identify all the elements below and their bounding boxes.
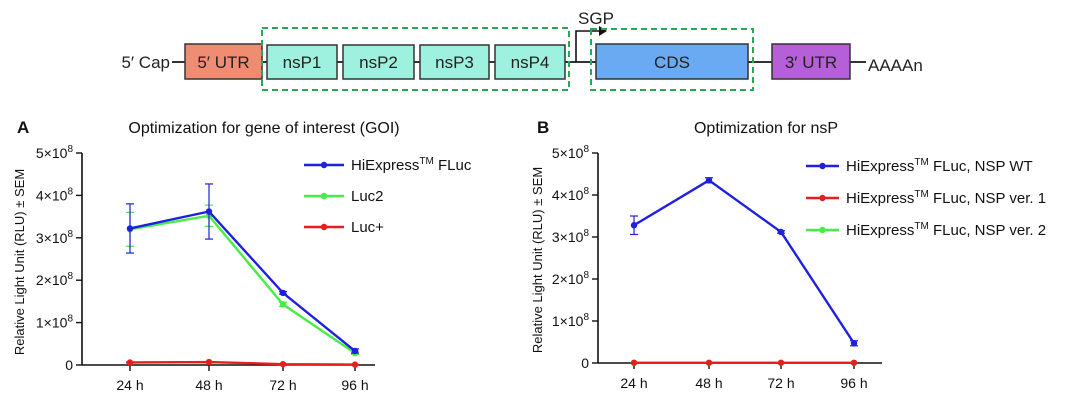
series-luc- — [126, 358, 359, 368]
nsp4-label: nsP4 — [511, 53, 550, 72]
legend-label: Luc+ — [351, 219, 384, 236]
data-point — [630, 222, 638, 229]
panel-b-title: Optimization for nsP — [694, 120, 838, 137]
data-point — [705, 359, 713, 366]
nsp2-label: nsP2 — [359, 53, 398, 72]
x-tick-label: 72 h — [767, 375, 794, 391]
data-point — [850, 340, 858, 347]
data-point — [205, 208, 213, 215]
panel-b-legend: HiExpressTM FLuc, NSP WT HiExpressTM FLuc… — [806, 157, 1046, 239]
panel-a-y-ticks: 0 1×108 2×108 3×108 4×108 5×108 — [36, 144, 82, 373]
cds-dashed-group — [590, 28, 754, 91]
y-tick-label: 4×108 — [36, 186, 74, 203]
sgp-label: SGP — [578, 9, 614, 28]
panel-a-legend: HiExpressTM FLuc Luc2 Luc+ — [304, 156, 472, 236]
x-tick-label: 96 h — [840, 375, 867, 391]
nsp1-box — [266, 44, 338, 80]
panel-a-series — [126, 183, 359, 368]
data-point — [777, 359, 785, 366]
y-tick-label: 2×108 — [36, 271, 74, 288]
data-point — [205, 358, 213, 366]
y-tick-label: 3×108 — [552, 228, 590, 245]
cds-label: CDS — [654, 53, 690, 72]
panel-b-axes — [597, 153, 882, 364]
legend-swatch-marker — [320, 161, 328, 169]
y-tick-label: 3×108 — [36, 229, 74, 246]
y-tick-label: 5×108 — [552, 144, 590, 161]
nsp3-label: nsP3 — [435, 53, 474, 72]
panel-b-x-ticks: 24 h 48 h 72 h 96 h — [620, 363, 868, 391]
data-point — [351, 361, 359, 368]
y-tick-label: 0 — [65, 357, 73, 373]
chart-panel-b: B Optimization for nsP Relative Light Un… — [530, 118, 1046, 391]
legend-swatch-marker — [320, 192, 328, 200]
panel-a-letter: A — [17, 118, 29, 137]
nsp3-box — [419, 44, 490, 80]
legend-label: Luc2 — [351, 188, 384, 205]
utr5-box — [184, 43, 263, 80]
x-tick-label: 48 h — [695, 375, 722, 391]
construct-diagram: 5′ Cap 5′ UTR nsP1 nsP2 nsP3 nsP4 SGP CD… — [121, 9, 923, 91]
nsp-dashed-group — [261, 27, 570, 91]
nsp2-box — [342, 44, 415, 80]
legend-swatch-marker — [819, 194, 826, 202]
data-point — [126, 225, 134, 232]
series-line — [633, 178, 856, 344]
legend-swatch-marker — [819, 226, 826, 234]
data-point — [126, 359, 134, 366]
panel-b-series — [630, 177, 858, 366]
cds-box — [595, 43, 749, 80]
utr3-box — [771, 43, 851, 80]
series-hiexpress-fluc — [126, 183, 359, 355]
y-tick-label: 2×108 — [552, 270, 590, 287]
y-tick-label: 5×108 — [36, 144, 74, 161]
utr3-label: 3′ UTR — [785, 53, 837, 72]
panel-a-title: Optimization for gene of interest (GOI) — [128, 120, 399, 137]
legend-label: HiExpressTM FLuc, NSP WT — [846, 157, 1033, 175]
panel-b-y-ticks: 0 1×108 2×108 3×108 4×108 5×108 — [552, 144, 598, 371]
legend-swatch-marker — [819, 162, 826, 170]
chart-panel-a: A Optimization for gene of interest (GOI… — [12, 118, 472, 393]
data-point — [351, 347, 359, 355]
nsp1-label: nsP1 — [283, 53, 322, 72]
series-line — [129, 214, 356, 355]
legend-label: HiExpressTM FLuc, NSP ver. 2 — [846, 221, 1046, 239]
series-hiexpress-fluc-nsp-wt — [630, 177, 858, 347]
utr5-label: 5′ UTR — [197, 53, 249, 72]
y-tick-label: 1×108 — [36, 314, 74, 331]
x-tick-label: 48 h — [195, 377, 222, 393]
y-tick-label: 1×108 — [552, 312, 590, 329]
data-point — [279, 301, 287, 308]
x-tick-label: 72 h — [269, 377, 296, 393]
y-tick-label: 0 — [581, 355, 589, 371]
panel-b-ylabel: Relative Light Unit (RLU) ± SEM — [530, 167, 545, 353]
panel-a-x-ticks: 24 h 48 h 72 h 96 h — [116, 365, 369, 393]
polya-label: AAAAn — [868, 56, 923, 75]
legend-label: HiExpressTM FLuc, NSP ver. 1 — [846, 189, 1046, 207]
cap-label: 5′ Cap — [121, 53, 170, 72]
data-point — [630, 359, 638, 366]
x-tick-label: 24 h — [116, 377, 143, 393]
legend-label: HiExpressTM FLuc — [351, 156, 472, 174]
series-line — [129, 360, 356, 366]
x-tick-label: 96 h — [341, 377, 368, 393]
series-line — [129, 210, 356, 352]
series-hiexpress-fluc-nsp-ver-1 — [630, 359, 858, 366]
data-point — [279, 289, 287, 297]
x-tick-label: 24 h — [620, 375, 647, 391]
panel-a-ylabel: Relative Light Unit (RLU) ± SEM — [12, 169, 27, 355]
data-point — [279, 360, 287, 368]
data-point — [705, 177, 713, 184]
legend-swatch-marker — [320, 223, 328, 231]
data-point — [850, 359, 858, 366]
panel-b-letter: B — [537, 118, 549, 137]
y-tick-label: 4×108 — [552, 186, 590, 203]
nsp4-box — [494, 44, 566, 80]
data-point — [777, 228, 785, 236]
